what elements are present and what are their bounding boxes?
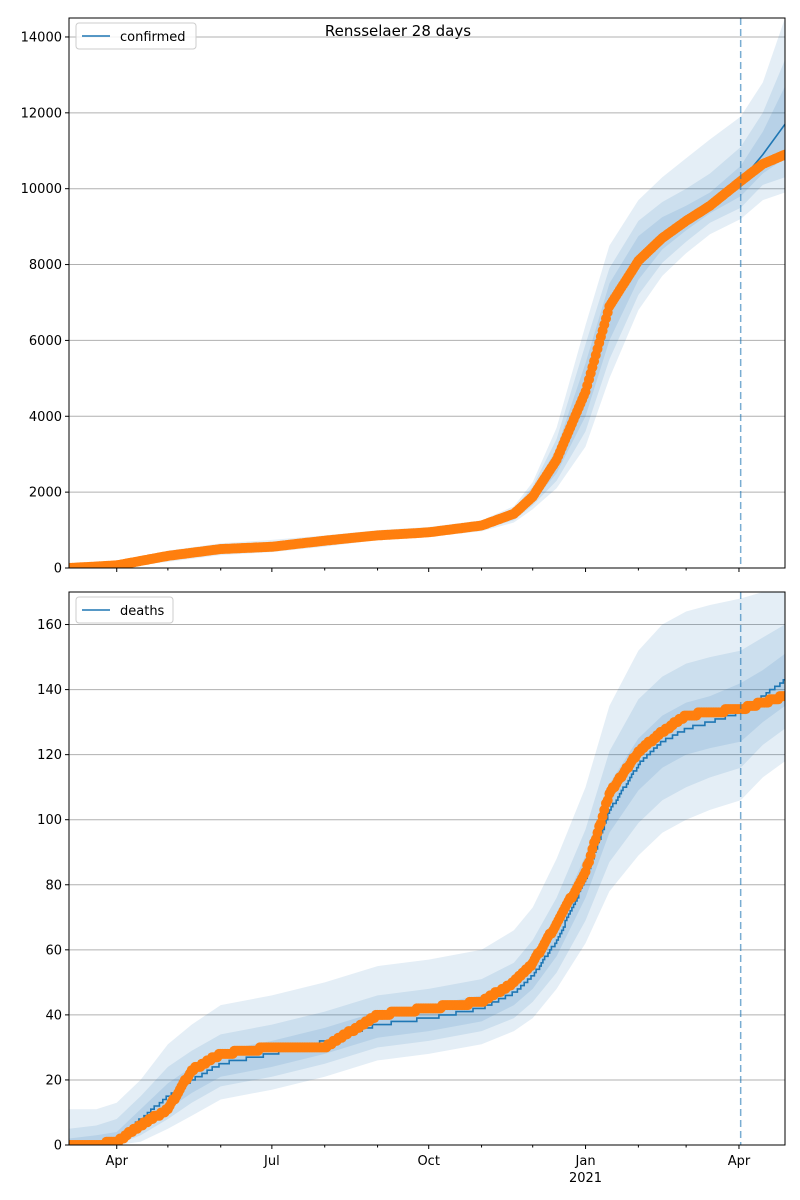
y-tick-label: 80 bbox=[45, 878, 62, 893]
axes-frame bbox=[68, 17, 786, 569]
x-tick-label: Apr bbox=[728, 1154, 751, 1169]
y-tick-label: 140 bbox=[37, 683, 62, 698]
deaths-panel: 0 20 40 60 80 100 120 140 160 deaths bbox=[37, 591, 786, 1154]
y-tick-label: 12000 bbox=[21, 106, 62, 121]
x-tick-label: Apr bbox=[105, 1154, 128, 1169]
observed-points bbox=[69, 149, 785, 568]
legend-box bbox=[75, 22, 197, 50]
model-line bbox=[69, 679, 785, 1145]
y-tick-label: 40 bbox=[45, 1008, 62, 1023]
y-tick-label: 8000 bbox=[29, 258, 62, 273]
y-tick-label: 6000 bbox=[29, 334, 62, 349]
x-tick-label: Jan bbox=[575, 1154, 596, 1169]
confirmed-panel: 0 2000 4000 6000 8000 10000 12000 14000 confirme… bbox=[21, 17, 786, 577]
y-tick-label: 0 bbox=[54, 1139, 62, 1154]
legend-label: confirmed bbox=[120, 30, 186, 45]
y-tick-label: 4000 bbox=[29, 410, 62, 425]
confidence-band bbox=[69, 592, 785, 1145]
y-tick-label: 20 bbox=[45, 1073, 62, 1088]
y-tick-label: 14000 bbox=[21, 30, 62, 45]
x-tick-label: Jul bbox=[263, 1154, 280, 1169]
legend-box bbox=[75, 596, 174, 624]
y-tick-label: 60 bbox=[45, 943, 62, 958]
y-tick-label: 10000 bbox=[21, 182, 62, 197]
y-tick-label: 2000 bbox=[29, 486, 62, 501]
legend: confirmed bbox=[75, 22, 197, 50]
confidence-band bbox=[69, 624, 785, 1145]
figure-title: Rensselaer 28 days bbox=[325, 22, 471, 40]
plot-area bbox=[69, 18, 785, 568]
x-tick-label: Oct bbox=[417, 1154, 439, 1169]
axes-frame bbox=[68, 591, 786, 1146]
observed-point bbox=[780, 149, 785, 160]
plot-area bbox=[69, 592, 785, 1145]
observed-points bbox=[69, 691, 785, 1145]
y-tick-label: 0 bbox=[54, 562, 62, 577]
legend: deaths bbox=[75, 596, 174, 624]
confidence-band bbox=[69, 18, 785, 568]
y-tick-label: 160 bbox=[37, 618, 62, 633]
confidence-band bbox=[69, 86, 785, 568]
x-year-label: 2021 bbox=[569, 1171, 602, 1186]
legend-label: deaths bbox=[120, 604, 165, 619]
y-tick-label: 100 bbox=[37, 813, 62, 828]
observed-point bbox=[780, 691, 785, 702]
y-tick-label: 120 bbox=[37, 748, 62, 763]
confidence-band bbox=[69, 653, 785, 1145]
